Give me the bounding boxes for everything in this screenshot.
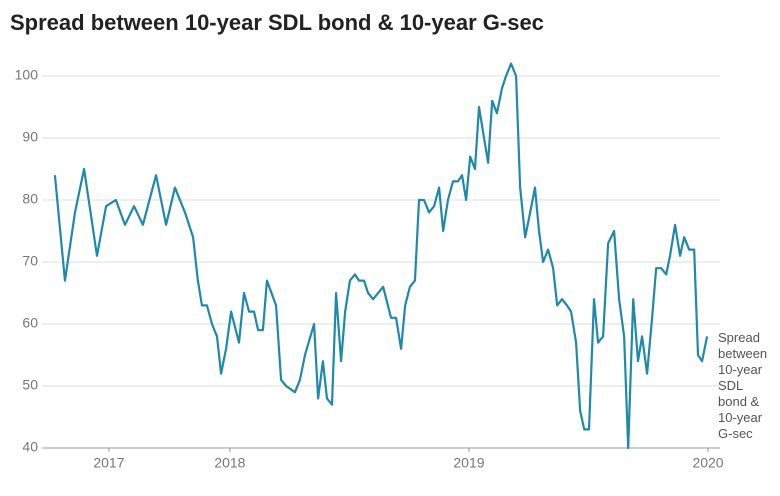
series-label: Spread between 10-year SDL bond & 10-yea… [718,330,768,441]
line [53,62,709,450]
y-tick-label: 60 [22,315,38,331]
y-tick-label: 50 [22,377,38,393]
x-tick-label: 2017 [93,455,124,471]
x-tick-label: 2018 [214,455,245,471]
y-tick-label: 40 [22,439,38,455]
chart-title: Spread between 10-year SDL bond & 10-yea… [10,10,544,35]
x-tick-label: 2019 [453,455,484,471]
y-tick-label: 80 [22,191,38,207]
x-tick-label: 2020 [692,455,723,471]
y-tick-label: 70 [22,253,38,269]
y-tick-label: 100 [15,67,39,83]
y-tick-label: 90 [22,129,38,145]
series-label-box: Spread between 10-year SDL bond & 10-yea… [718,330,768,441]
